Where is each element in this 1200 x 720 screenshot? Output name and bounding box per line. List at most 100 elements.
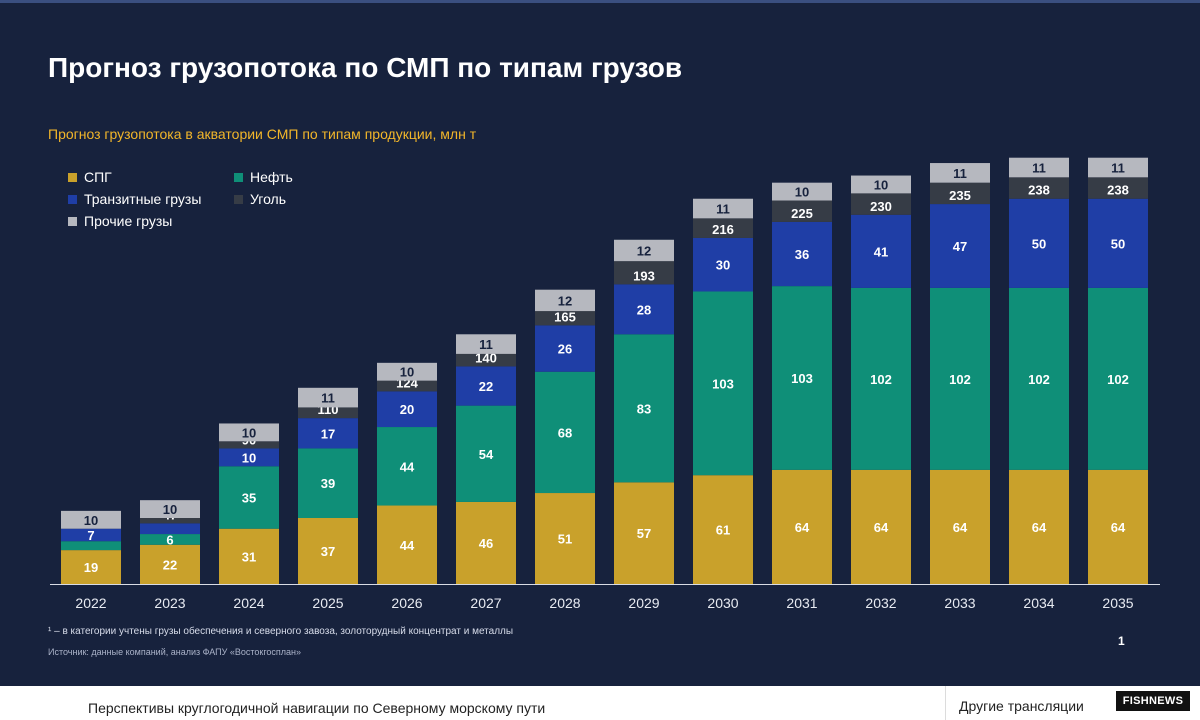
data-label-transit-2025: 17 — [321, 426, 335, 441]
bar-coal-2035 — [1088, 177, 1148, 199]
data-label-oil-2034: 102 — [1028, 372, 1050, 387]
data-label-other-2030: 11 — [716, 202, 730, 217]
data-label-transit-2033: 47 — [953, 239, 967, 254]
legend-swatch-coal — [234, 194, 243, 204]
data-label-lng-2033: 64 — [953, 520, 968, 535]
slide-title: Прогноз грузопотока по СМП по типам груз… — [48, 52, 683, 83]
bar-lng-2025 — [298, 518, 358, 584]
bar-transit-2024 — [219, 448, 279, 467]
data-label-oil-2027: 54 — [479, 447, 494, 462]
data-label-lng-2023: 22 — [163, 557, 177, 572]
bar-coal-2030 — [693, 218, 753, 238]
data-label-oil-2026: 44 — [400, 459, 415, 474]
x-tick-label-2025: 2025 — [312, 595, 343, 611]
bar-transit-2027 — [456, 366, 516, 406]
bar-oil-2029 — [614, 334, 674, 483]
data-label-other-2027: 11 — [479, 337, 493, 352]
slide-top-border — [0, 0, 1200, 3]
bar-oil-2031 — [772, 286, 832, 470]
bar-oil-2025 — [298, 448, 358, 519]
bar-transit-2034 — [1009, 198, 1069, 288]
bar-oil-2032 — [851, 287, 911, 470]
data-label-transit-2024: 10 — [242, 450, 256, 465]
data-label-other-2029: 12 — [637, 243, 651, 258]
bar-coal-2032 — [851, 193, 911, 215]
bar-lng-2026 — [377, 505, 437, 584]
bar-other-2035 — [1088, 157, 1148, 178]
data-label-transit-2030: 30 — [716, 258, 730, 273]
total-label-2033: 235 — [949, 188, 971, 203]
bar-oil-2022 — [61, 541, 121, 551]
data-label-lng-2022: 19 — [84, 560, 98, 575]
fishnews-logo: FISHNEWS — [1116, 691, 1190, 711]
bar-lng-2029 — [614, 482, 674, 584]
bar-coal-2028 — [535, 311, 595, 326]
bar-coal-2023 — [140, 518, 200, 524]
bar-oil-2028 — [535, 371, 595, 494]
chart-subtitle: Прогноз грузопотока в акватории СМП по т… — [48, 126, 477, 142]
data-label-lng-2035: 64 — [1111, 520, 1126, 535]
bar-oil-2023 — [140, 534, 200, 545]
bar-lng-2024 — [219, 528, 279, 584]
total-label-2027: 140 — [475, 350, 497, 365]
bar-oil-2024 — [219, 466, 279, 529]
bar-other-2033 — [930, 163, 990, 183]
legend-label-lng: СПГ — [84, 169, 112, 185]
data-label-lng-2024: 31 — [242, 549, 256, 564]
bar-transit-2026 — [377, 391, 437, 428]
data-label-oil-2031: 103 — [791, 371, 813, 386]
bar-other-2030 — [693, 198, 753, 219]
broadcast-title: Перспективы круглогодичной навигации по … — [88, 700, 546, 716]
bar-transit-2025 — [298, 418, 358, 449]
bar-lng-2023 — [140, 544, 200, 584]
data-label-other-2022: 10 — [84, 513, 98, 528]
x-tick-label-2028: 2028 — [549, 595, 580, 611]
total-label-2030: 216 — [712, 222, 734, 237]
page-number: 1 — [1118, 634, 1125, 648]
data-label-other-2031: 10 — [795, 185, 809, 200]
x-tick-label-2031: 2031 — [786, 595, 817, 611]
data-label-oil-2025: 39 — [321, 476, 335, 491]
bar-coal-2026 — [377, 380, 437, 392]
data-label-lng-2026: 44 — [400, 538, 415, 553]
bar-other-2034 — [1009, 157, 1069, 178]
bar-lng-2022 — [61, 550, 121, 584]
legend-swatch-oil — [234, 172, 243, 182]
bar-lng-2027 — [456, 501, 516, 584]
legend-item-coal: Уголь — [234, 191, 286, 207]
x-tick-label-2024: 2024 — [233, 595, 264, 611]
bar-oil-2033 — [930, 287, 990, 470]
bar-other-2032 — [851, 175, 911, 194]
x-tick-label-2035: 2035 — [1102, 595, 1133, 611]
other-broadcasts-link[interactable]: Другие трансляции — [959, 698, 1084, 714]
bar-transit-2035 — [1088, 198, 1148, 288]
total-label-2031: 225 — [791, 206, 813, 221]
x-tick-label-2034: 2034 — [1023, 595, 1054, 611]
bar-transit-2030 — [693, 237, 753, 292]
bar-oil-2034 — [1009, 287, 1069, 470]
data-label-oil-2033: 102 — [949, 372, 971, 387]
bar-other-2023 — [140, 500, 200, 519]
total-label-2034: 238 — [1028, 183, 1050, 198]
legend-label-transit: Транзитные грузы — [84, 191, 202, 207]
source-note: Источник: данные компаний, анализ ФАПУ «… — [48, 647, 302, 657]
bar-lng-2031 — [772, 469, 832, 584]
bar-coal-2033 — [930, 182, 990, 205]
data-label-transit-2029: 28 — [637, 302, 651, 317]
data-label-other-2023: 10 — [163, 502, 177, 517]
x-tick-label-2032: 2032 — [865, 595, 896, 611]
x-tick-label-2026: 2026 — [391, 595, 422, 611]
data-label-oil-2032: 102 — [870, 372, 892, 387]
legend-label-coal: Уголь — [250, 191, 287, 207]
data-label-lng-2032: 64 — [874, 520, 889, 535]
bar-other-2026 — [377, 362, 437, 381]
data-label-transit-2022: 7 — [87, 528, 94, 543]
legend-item-transit: Транзитные грузы — [68, 191, 201, 207]
bar-other-2025 — [298, 387, 358, 408]
bar-lng-2028 — [535, 493, 595, 584]
data-label-lng-2029: 57 — [637, 526, 651, 541]
legend-label-other: Прочие грузы — [84, 213, 173, 229]
bar-transit-2031 — [772, 221, 832, 287]
bar-transit-2023 — [140, 523, 200, 535]
data-label-transit-2027: 22 — [479, 379, 493, 394]
